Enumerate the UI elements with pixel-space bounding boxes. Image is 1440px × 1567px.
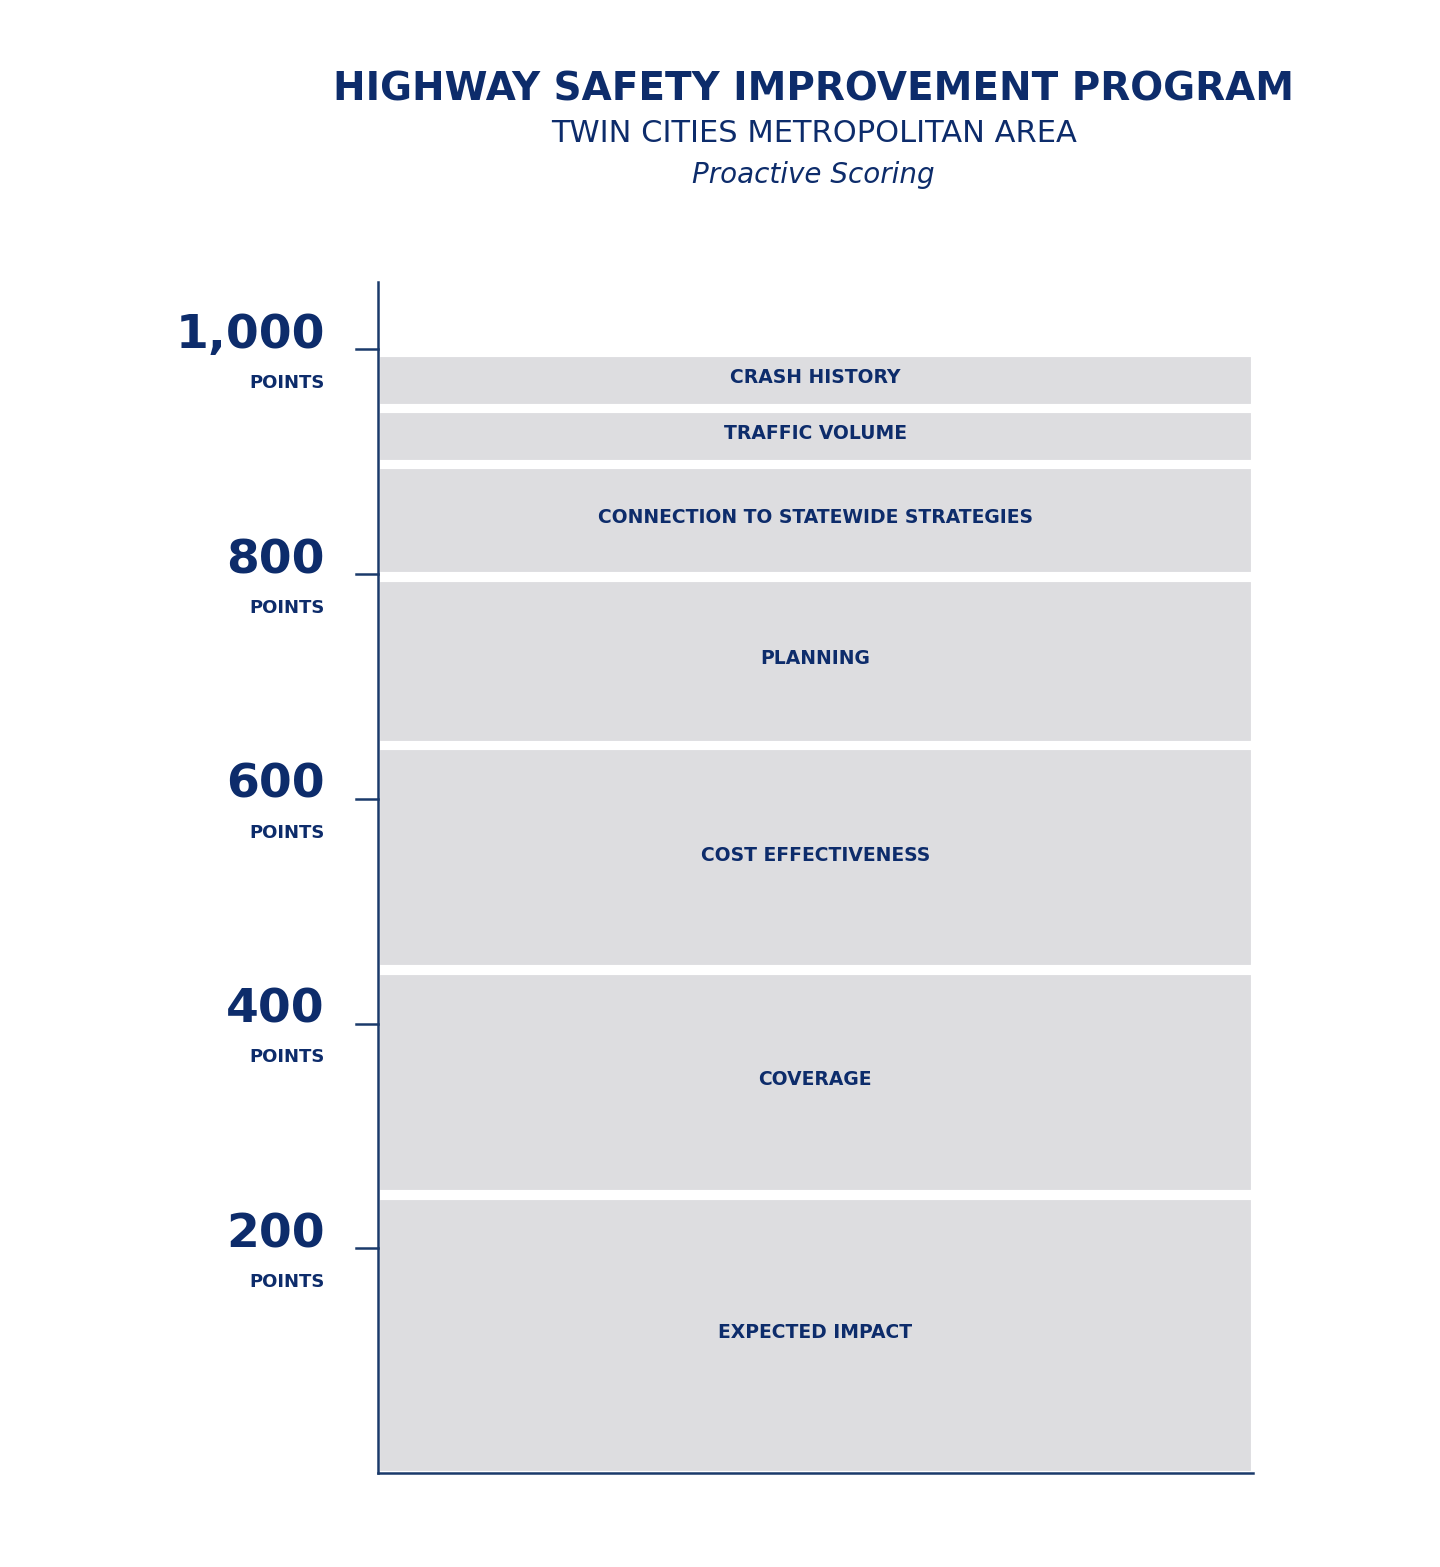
Text: Proactive Scoring: Proactive Scoring: [693, 161, 935, 190]
Text: HIGHWAY SAFETY IMPROVEMENT PROGRAM: HIGHWAY SAFETY IMPROVEMENT PROGRAM: [333, 71, 1295, 108]
Text: EXPECTED IMPACT: EXPECTED IMPACT: [719, 1323, 912, 1341]
Bar: [377, 973, 1253, 1192]
Text: PLANNING: PLANNING: [760, 649, 870, 668]
Bar: [377, 1197, 1253, 1473]
Text: COST EFFECTIVENESS: COST EFFECTIVENESS: [700, 846, 930, 865]
Text: POINTS: POINTS: [249, 1048, 325, 1066]
Text: 600: 600: [226, 763, 325, 809]
Text: 1,000: 1,000: [176, 313, 325, 359]
Bar: [377, 467, 1253, 574]
Text: POINTS: POINTS: [249, 1272, 325, 1291]
Text: POINTS: POINTS: [249, 375, 325, 392]
Text: CONNECTION TO STATEWIDE STRATEGIES: CONNECTION TO STATEWIDE STRATEGIES: [598, 509, 1032, 528]
Text: 400: 400: [226, 987, 325, 1033]
Text: CRASH HISTORY: CRASH HISTORY: [730, 368, 900, 387]
Bar: [377, 749, 1253, 967]
Text: TWIN CITIES METROPOLITAN AREA: TWIN CITIES METROPOLITAN AREA: [550, 119, 1077, 149]
Text: POINTS: POINTS: [249, 599, 325, 617]
Text: 800: 800: [226, 537, 325, 583]
Bar: [377, 356, 1253, 406]
Text: TRAFFIC VOLUME: TRAFFIC VOLUME: [724, 425, 907, 443]
Text: COVERAGE: COVERAGE: [759, 1070, 871, 1089]
Bar: [377, 411, 1253, 462]
Bar: [377, 580, 1253, 743]
Text: POINTS: POINTS: [249, 824, 325, 841]
Text: 200: 200: [226, 1213, 325, 1257]
